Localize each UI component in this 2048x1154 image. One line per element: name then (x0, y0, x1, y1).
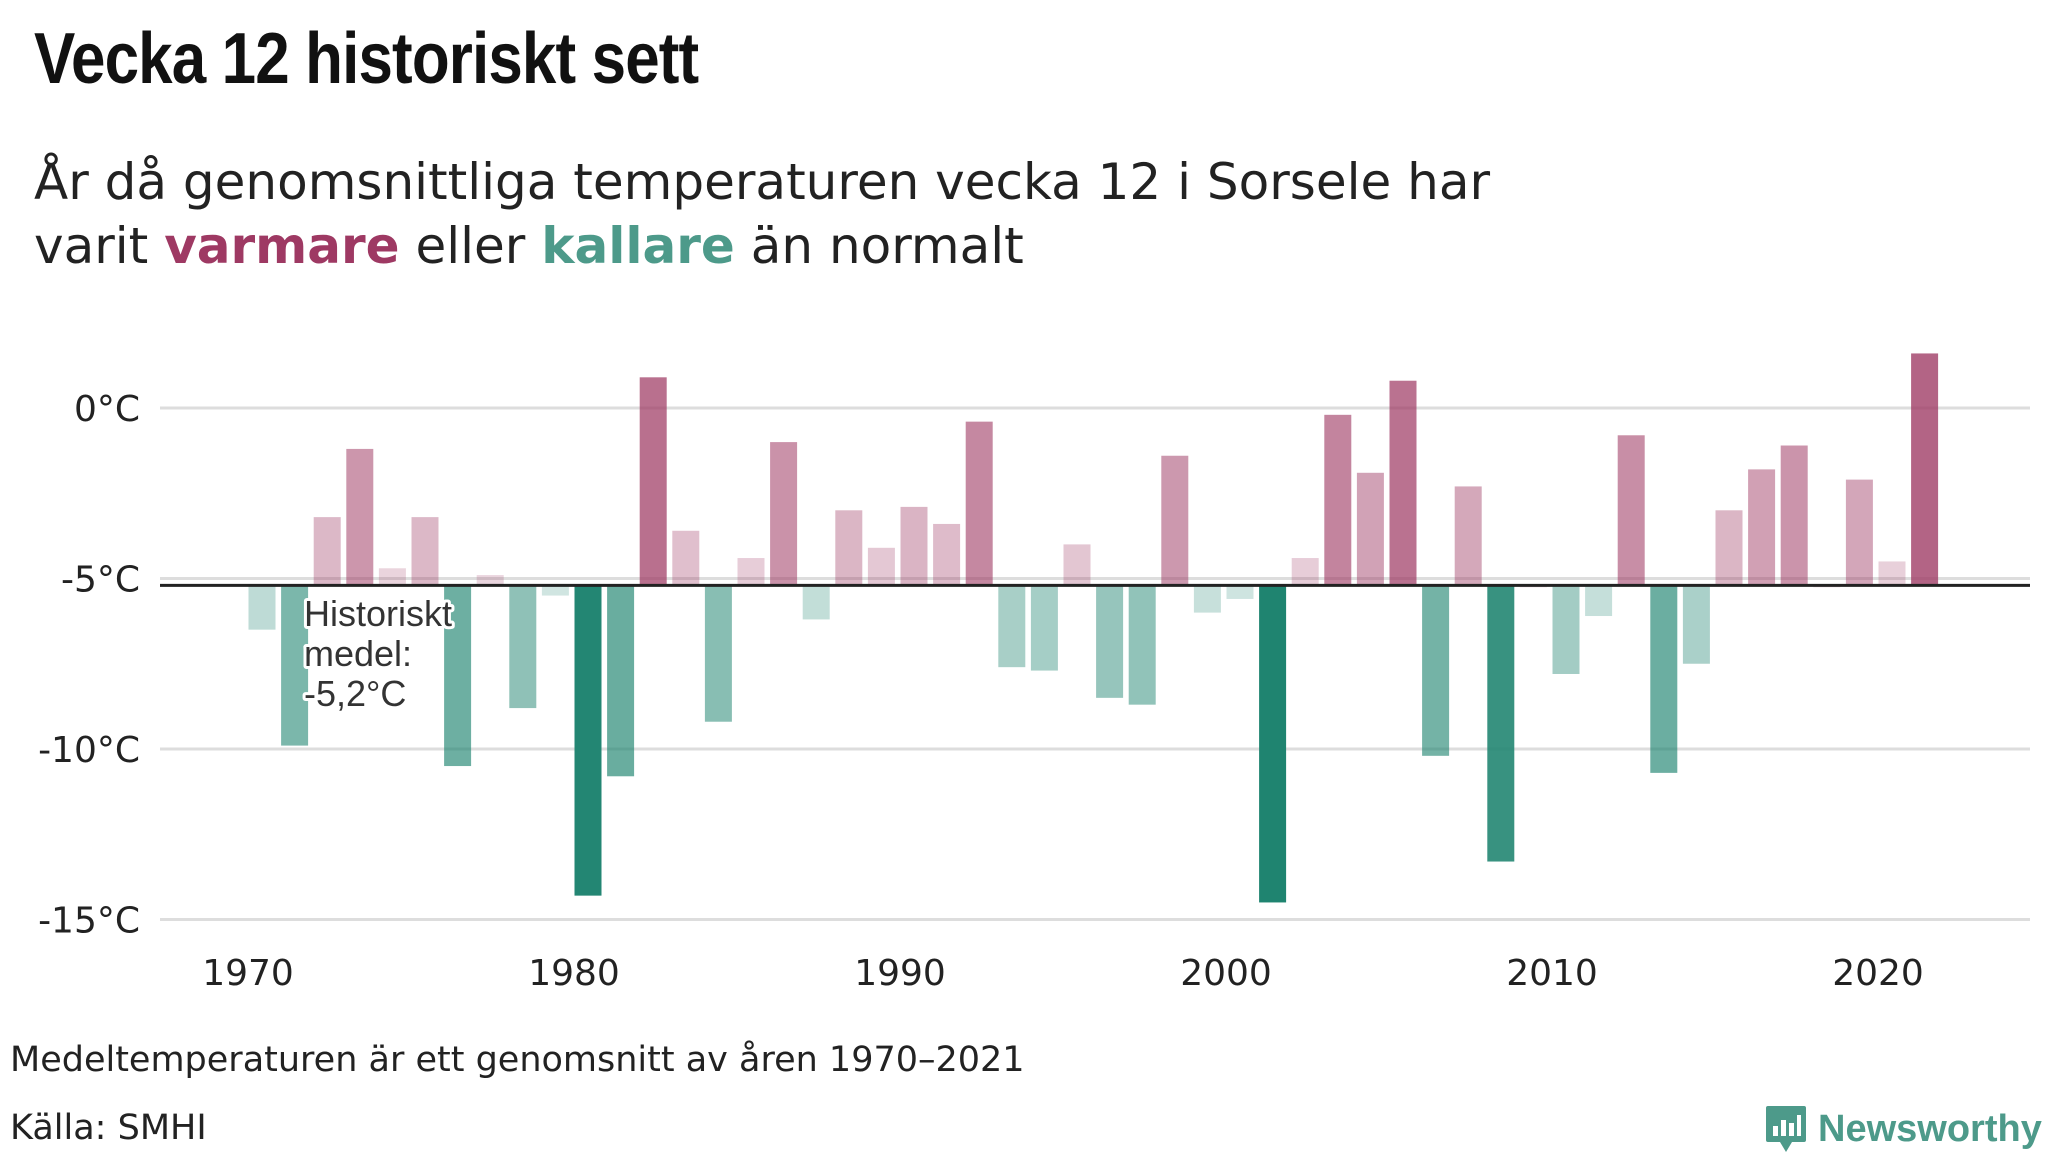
subtitle-cold-word: kallare (541, 217, 735, 275)
bar-1996 (1096, 585, 1124, 698)
mean-label-line: Historiskt (304, 593, 452, 634)
bar-2016 (1748, 469, 1776, 586)
newsworthy-logo-icon (1766, 1106, 1806, 1152)
bar-1997 (1128, 585, 1156, 705)
x-tick-label: 2000 (1180, 953, 1272, 994)
bar-1977 (476, 575, 504, 586)
bar-2010 (1552, 585, 1580, 674)
chart-subtitle: År då genomsnittliga temperaturen vecka … (34, 150, 1634, 278)
bar-2013 (1650, 585, 1678, 773)
bar-1971 (281, 585, 309, 746)
x-tick-label: 1990 (854, 953, 946, 994)
bar-2015 (1715, 510, 1743, 586)
bar-2011 (1585, 585, 1613, 617)
subtitle-line1: År då genomsnittliga temperaturen vecka … (34, 153, 1491, 211)
bar-1975 (411, 517, 439, 586)
bar-1970 (248, 585, 276, 630)
bar-1979 (541, 585, 569, 596)
chart-title: Vecka 12 historiskt sett (34, 19, 699, 99)
bar-1981 (607, 585, 635, 777)
x-tick-label: 1970 (202, 953, 294, 994)
y-tick-label: -15°C (38, 901, 140, 942)
bar-2004 (1356, 472, 1384, 586)
bar-1987 (802, 585, 830, 620)
bar-2019 (1845, 479, 1873, 586)
bar-1986 (770, 442, 798, 586)
bar-2005 (1389, 380, 1417, 586)
bar-1982 (639, 377, 667, 586)
bar-2003 (1324, 414, 1352, 586)
bar-1992 (965, 421, 993, 586)
brand-name: Newsworthy (1818, 1107, 2042, 1150)
subtitle-post: än normalt (734, 217, 1024, 275)
bar-1984 (704, 585, 732, 722)
bar-1983 (672, 530, 700, 586)
bar-1985 (737, 558, 765, 586)
bar-1990 (900, 506, 928, 586)
bar-2007 (1454, 486, 1482, 586)
bar-1980 (574, 585, 602, 896)
y-tick-label: -10°C (38, 730, 140, 771)
bar-1988 (835, 510, 863, 586)
bar-2006 (1422, 585, 1450, 756)
bar-1974 (378, 568, 406, 586)
bar-2017 (1780, 445, 1808, 586)
bar-1989 (867, 547, 895, 586)
bar-1976 (444, 585, 472, 767)
mean-label-line: medel: (304, 633, 412, 674)
bar-2021 (1911, 353, 1939, 586)
bar-2008 (1487, 585, 1515, 862)
bar-2012 (1617, 435, 1645, 586)
subtitle-mid: eller (399, 217, 542, 275)
bar-1978 (509, 585, 537, 709)
bar-1972 (313, 517, 341, 586)
brand-logo: Newsworthy (1764, 1104, 2042, 1154)
bar-2002 (1291, 558, 1319, 586)
y-tick-label: 0°C (74, 389, 140, 430)
bar-2000 (1226, 585, 1254, 599)
subtitle-warm-word: varmare (164, 217, 400, 275)
y-axis-ticks: 0°C -5°C -10°C -15°C (38, 389, 140, 942)
mean-label-line: -5,2°C (304, 673, 406, 714)
bar-1973 (346, 448, 374, 586)
footnote: Medeltemperaturen är ett genomsnitt av å… (10, 1040, 1025, 1080)
source-note: Källa: SMHI (10, 1108, 207, 1148)
x-tick-label: 2020 (1832, 953, 1924, 994)
subtitle-pre: varit (34, 217, 165, 275)
bar-2020 (1878, 561, 1906, 586)
x-tick-label: 2010 (1506, 953, 1598, 994)
bar-2014 (1682, 585, 1710, 664)
bar-1994 (1030, 585, 1058, 671)
bar-1991 (933, 523, 961, 586)
bar-1998 (1161, 455, 1189, 586)
bar-2001 (1259, 585, 1287, 903)
x-tick-label: 1980 (528, 953, 620, 994)
grid-lines (160, 406, 2030, 921)
bar-1993 (998, 585, 1026, 668)
x-axis-ticks: 1970 1980 1990 2000 2010 2020 (202, 953, 1924, 994)
y-tick-label: -5°C (61, 560, 140, 601)
bars (248, 353, 1939, 903)
bar-1995 (1063, 544, 1091, 586)
bar-1999 (1193, 585, 1221, 613)
